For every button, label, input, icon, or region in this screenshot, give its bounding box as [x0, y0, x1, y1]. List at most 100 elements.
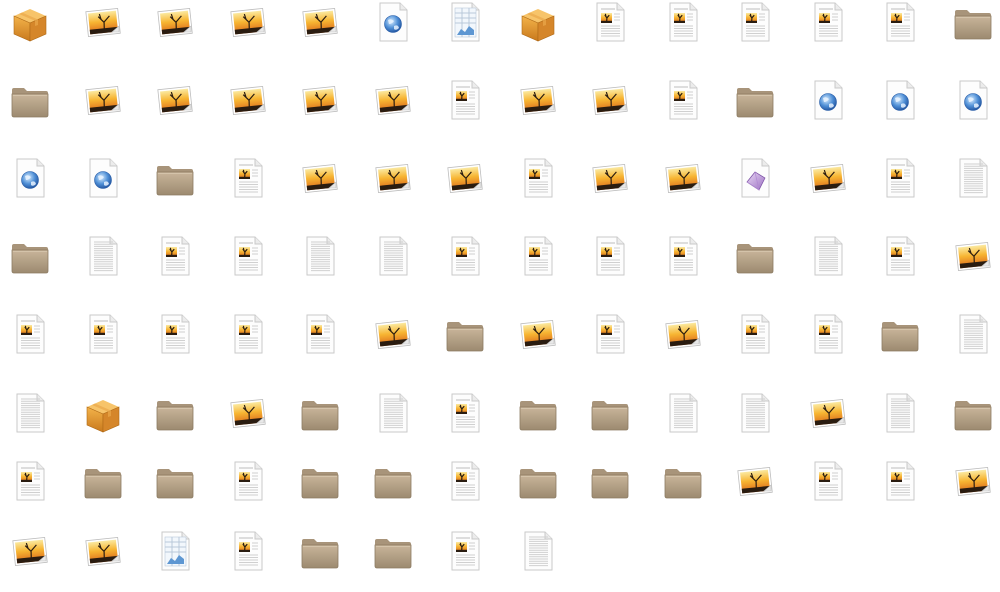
image-file-icon[interactable]	[373, 158, 413, 198]
document-image-icon[interactable]	[735, 2, 775, 42]
text-document-icon[interactable]	[373, 236, 413, 276]
vector-graphic-icon[interactable]	[735, 158, 775, 198]
document-image-icon[interactable]	[880, 2, 920, 42]
folder-icon[interactable]	[373, 461, 413, 501]
document-image-icon[interactable]	[445, 531, 485, 571]
folder-icon[interactable]	[83, 461, 123, 501]
document-image-icon[interactable]	[10, 461, 50, 501]
folder-icon[interactable]	[518, 393, 558, 433]
text-document-icon[interactable]	[663, 393, 703, 433]
document-image-icon[interactable]	[880, 158, 920, 198]
folder-icon[interactable]	[663, 461, 703, 501]
image-file-icon[interactable]	[518, 80, 558, 120]
document-image-icon[interactable]	[83, 314, 123, 354]
folder-icon[interactable]	[155, 158, 195, 198]
image-file-icon[interactable]	[445, 158, 485, 198]
image-file-icon[interactable]	[663, 314, 703, 354]
document-image-icon[interactable]	[808, 314, 848, 354]
text-document-icon[interactable]	[953, 158, 993, 198]
image-file-icon[interactable]	[83, 2, 123, 42]
document-image-icon[interactable]	[735, 314, 775, 354]
document-image-icon[interactable]	[590, 314, 630, 354]
html-file-icon[interactable]	[808, 80, 848, 120]
package-icon[interactable]	[10, 2, 50, 42]
folder-icon[interactable]	[590, 393, 630, 433]
document-image-icon[interactable]	[445, 461, 485, 501]
document-image-icon[interactable]	[155, 314, 195, 354]
folder-icon[interactable]	[880, 314, 920, 354]
document-image-icon[interactable]	[445, 393, 485, 433]
folder-icon[interactable]	[300, 393, 340, 433]
document-image-icon[interactable]	[445, 236, 485, 276]
document-image-icon[interactable]	[663, 80, 703, 120]
document-image-icon[interactable]	[300, 314, 340, 354]
document-image-icon[interactable]	[590, 236, 630, 276]
document-image-icon[interactable]	[10, 314, 50, 354]
folder-icon[interactable]	[445, 314, 485, 354]
document-image-icon[interactable]	[228, 314, 268, 354]
document-image-icon[interactable]	[518, 236, 558, 276]
image-file-icon[interactable]	[590, 158, 630, 198]
html-file-icon[interactable]	[83, 158, 123, 198]
text-document-icon[interactable]	[953, 314, 993, 354]
document-image-icon[interactable]	[228, 158, 268, 198]
document-image-icon[interactable]	[518, 158, 558, 198]
image-file-icon[interactable]	[953, 236, 993, 276]
image-file-icon[interactable]	[663, 158, 703, 198]
text-document-icon[interactable]	[83, 236, 123, 276]
text-document-icon[interactable]	[373, 393, 413, 433]
image-file-icon[interactable]	[228, 2, 268, 42]
image-file-icon[interactable]	[83, 531, 123, 571]
folder-icon[interactable]	[518, 461, 558, 501]
text-document-icon[interactable]	[518, 531, 558, 571]
text-document-icon[interactable]	[880, 393, 920, 433]
document-image-icon[interactable]	[880, 461, 920, 501]
image-file-icon[interactable]	[300, 2, 340, 42]
image-file-icon[interactable]	[590, 80, 630, 120]
html-file-icon[interactable]	[953, 80, 993, 120]
folder-icon[interactable]	[300, 531, 340, 571]
package-icon[interactable]	[83, 393, 123, 433]
image-file-icon[interactable]	[228, 80, 268, 120]
document-image-icon[interactable]	[808, 461, 848, 501]
text-document-icon[interactable]	[808, 236, 848, 276]
spreadsheet-icon[interactable]	[155, 531, 195, 571]
image-file-icon[interactable]	[228, 393, 268, 433]
folder-icon[interactable]	[373, 531, 413, 571]
folder-icon[interactable]	[300, 461, 340, 501]
image-file-icon[interactable]	[808, 158, 848, 198]
document-image-icon[interactable]	[445, 80, 485, 120]
document-image-icon[interactable]	[663, 236, 703, 276]
text-document-icon[interactable]	[10, 393, 50, 433]
document-image-icon[interactable]	[155, 236, 195, 276]
document-image-icon[interactable]	[228, 236, 268, 276]
image-file-icon[interactable]	[10, 531, 50, 571]
folder-icon[interactable]	[155, 461, 195, 501]
document-image-icon[interactable]	[228, 531, 268, 571]
image-file-icon[interactable]	[155, 2, 195, 42]
html-file-icon[interactable]	[880, 80, 920, 120]
folder-icon[interactable]	[735, 80, 775, 120]
document-image-icon[interactable]	[590, 2, 630, 42]
folder-icon[interactable]	[953, 393, 993, 433]
package-icon[interactable]	[518, 2, 558, 42]
image-file-icon[interactable]	[808, 393, 848, 433]
folder-icon[interactable]	[953, 2, 993, 42]
image-file-icon[interactable]	[300, 158, 340, 198]
image-file-icon[interactable]	[155, 80, 195, 120]
image-file-icon[interactable]	[373, 314, 413, 354]
html-file-icon[interactable]	[373, 2, 413, 42]
image-file-icon[interactable]	[735, 461, 775, 501]
image-file-icon[interactable]	[373, 80, 413, 120]
folder-icon[interactable]	[10, 236, 50, 276]
document-image-icon[interactable]	[228, 461, 268, 501]
spreadsheet-icon[interactable]	[445, 2, 485, 42]
image-file-icon[interactable]	[300, 80, 340, 120]
image-file-icon[interactable]	[83, 80, 123, 120]
image-file-icon[interactable]	[953, 461, 993, 501]
text-document-icon[interactable]	[735, 393, 775, 433]
folder-icon[interactable]	[10, 80, 50, 120]
html-file-icon[interactable]	[10, 158, 50, 198]
image-file-icon[interactable]	[518, 314, 558, 354]
folder-icon[interactable]	[590, 461, 630, 501]
